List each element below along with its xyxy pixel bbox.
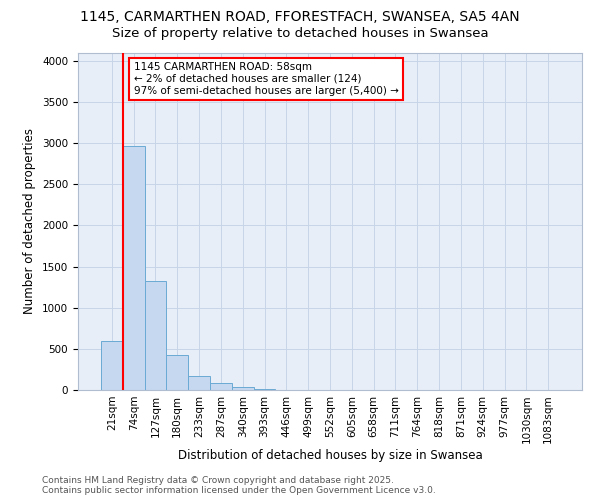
- Text: Contains HM Land Registry data © Crown copyright and database right 2025.
Contai: Contains HM Land Registry data © Crown c…: [42, 476, 436, 495]
- Text: 1145, CARMARTHEN ROAD, FFORESTFACH, SWANSEA, SA5 4AN: 1145, CARMARTHEN ROAD, FFORESTFACH, SWAN…: [80, 10, 520, 24]
- Y-axis label: Number of detached properties: Number of detached properties: [23, 128, 37, 314]
- X-axis label: Distribution of detached houses by size in Swansea: Distribution of detached houses by size …: [178, 449, 482, 462]
- Text: 1145 CARMARTHEN ROAD: 58sqm
← 2% of detached houses are smaller (124)
97% of sem: 1145 CARMARTHEN ROAD: 58sqm ← 2% of deta…: [134, 62, 398, 96]
- Bar: [188, 376, 210, 390]
- Bar: [210, 384, 232, 390]
- Bar: [145, 280, 166, 390]
- Bar: [232, 386, 254, 390]
- Text: Size of property relative to detached houses in Swansea: Size of property relative to detached ho…: [112, 28, 488, 40]
- Bar: [101, 340, 123, 390]
- Bar: [123, 146, 145, 390]
- Bar: [166, 354, 188, 390]
